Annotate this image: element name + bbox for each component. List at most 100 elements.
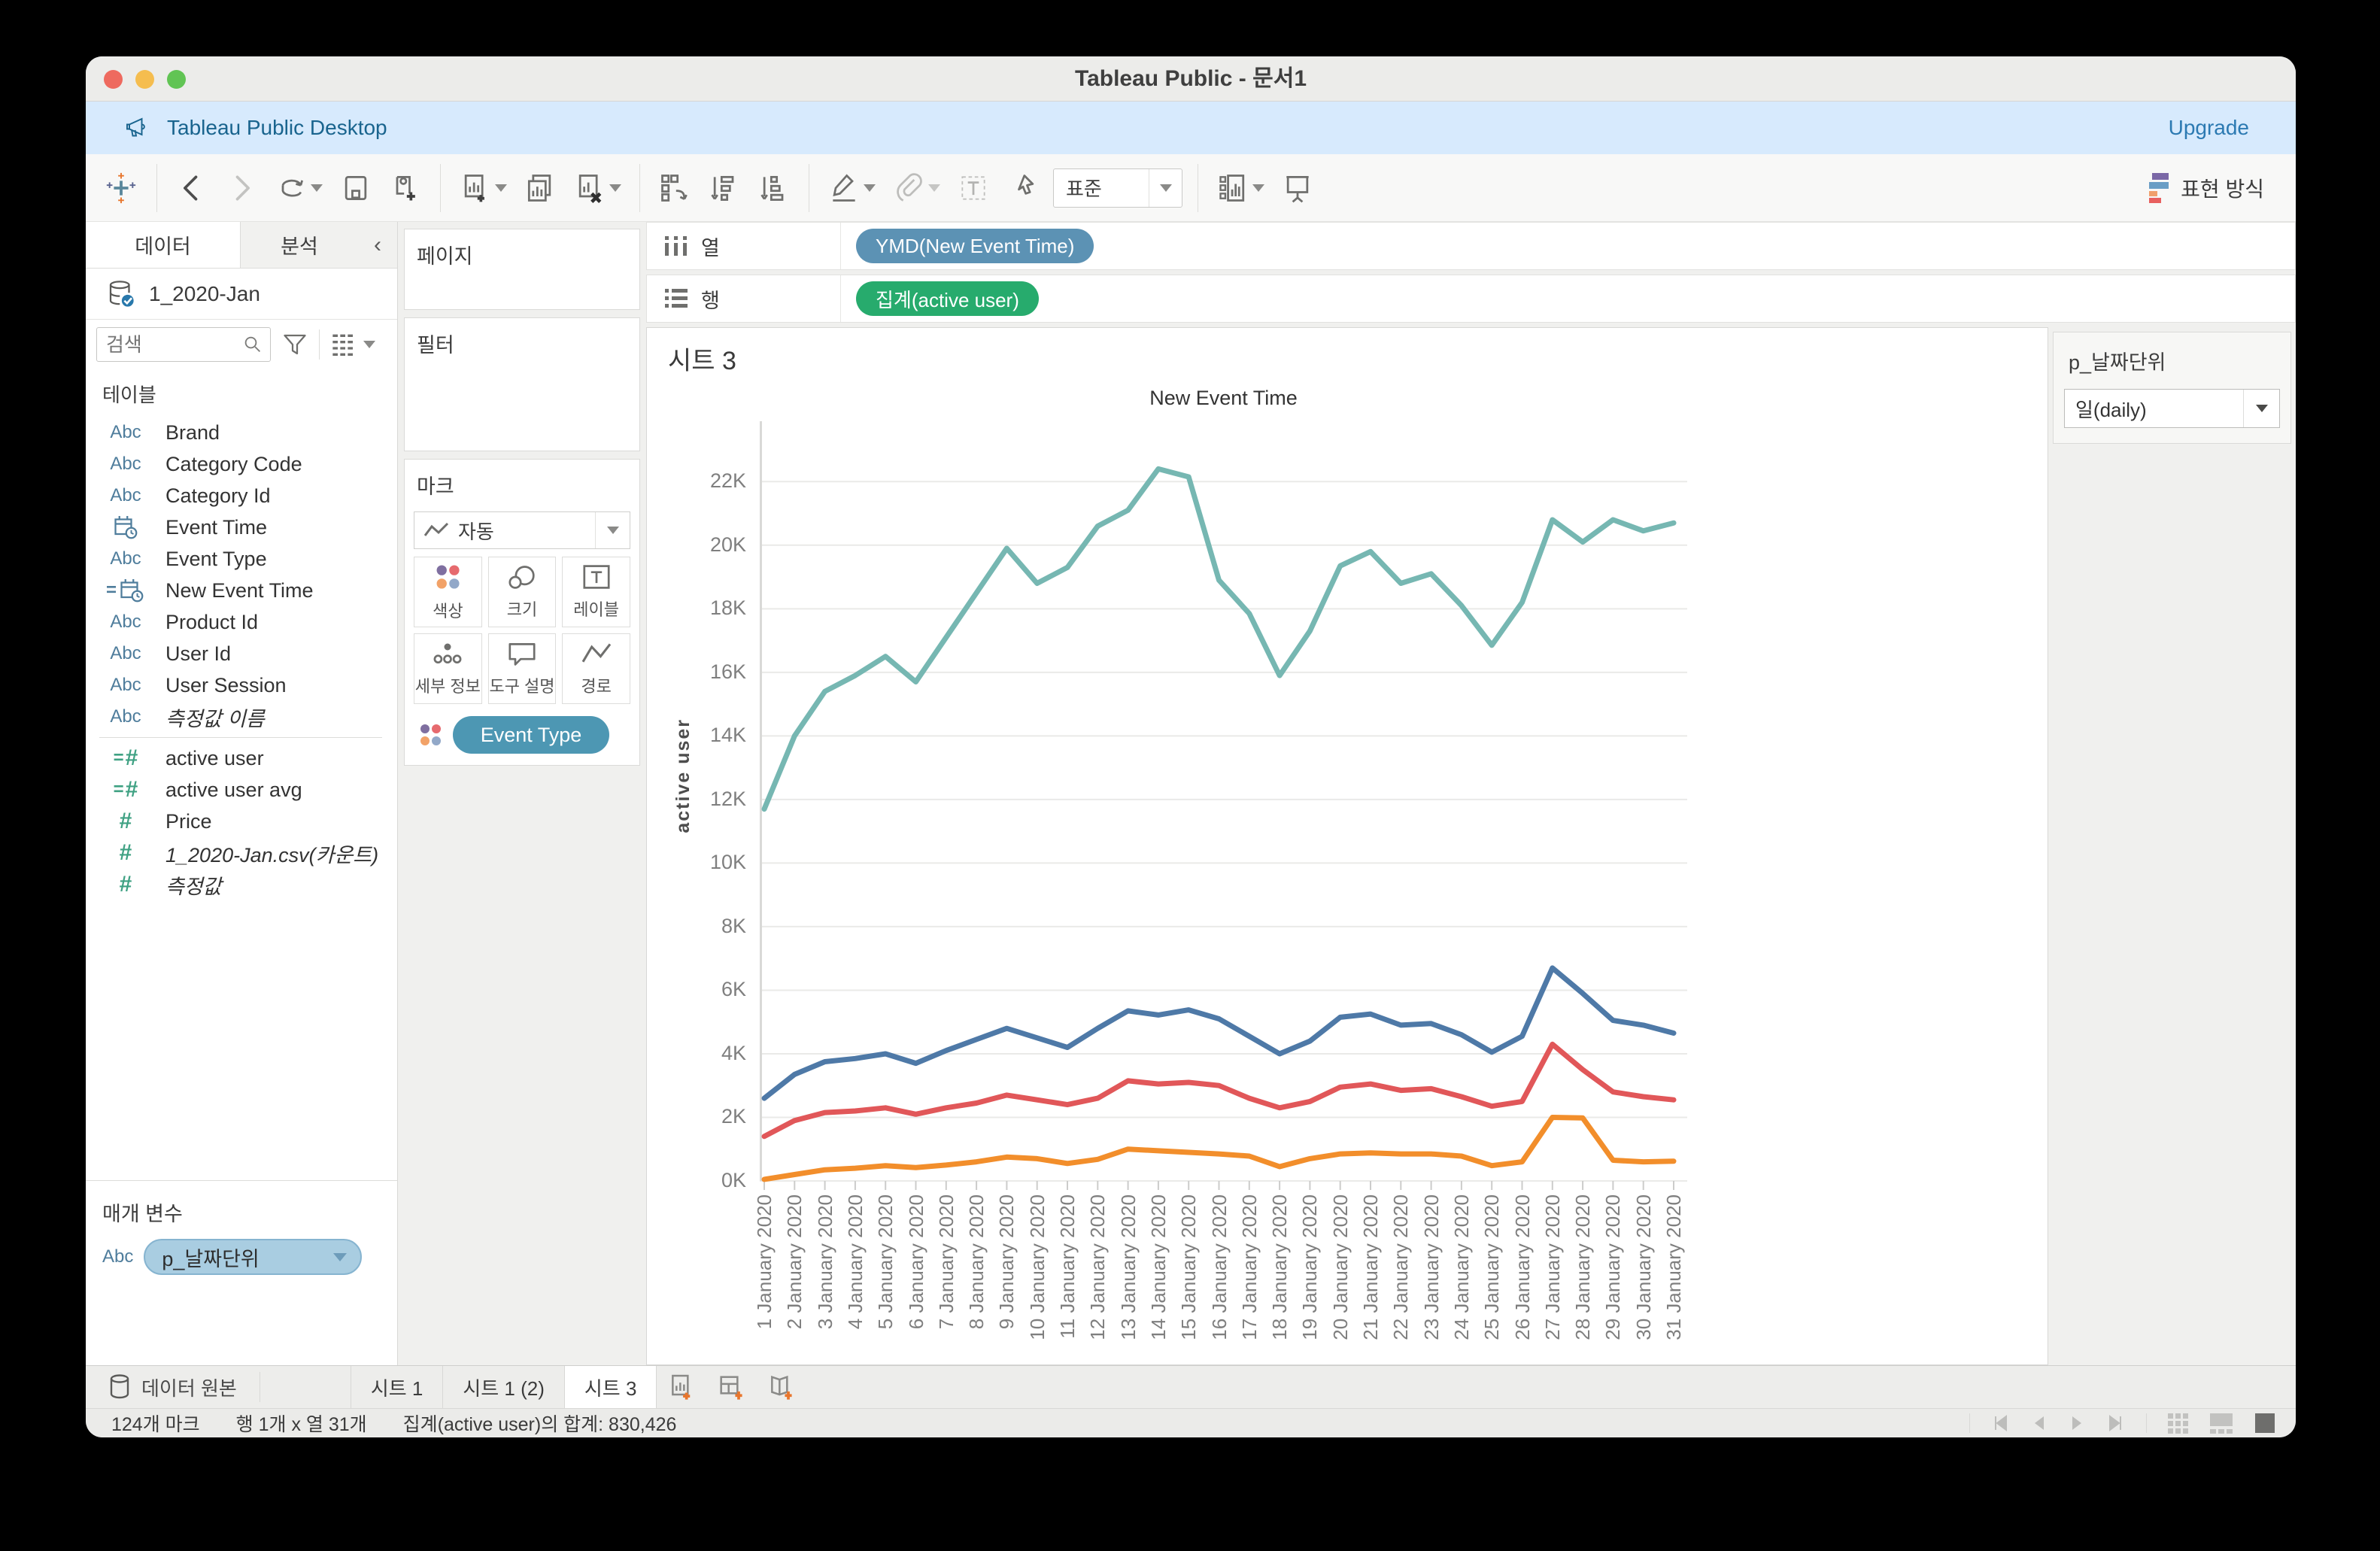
attach-button[interactable] (889, 168, 943, 208)
datasource-item[interactable]: 1_2020-Jan (86, 269, 397, 320)
parameter-pill[interactable]: p_날짜단위 (144, 1239, 363, 1275)
save-button[interactable] (336, 168, 375, 208)
field-item[interactable]: # 측정값 (99, 869, 397, 900)
search-icon (244, 336, 261, 353)
field-item[interactable]: = New Event Time (99, 575, 397, 606)
new-worksheet-caret-icon[interactable] (495, 184, 507, 192)
sort-ascending-button[interactable] (705, 168, 744, 208)
field-item[interactable]: Abc 측정값 이름 (99, 701, 397, 733)
mark-button-label[interactable]: 레이블 (562, 557, 630, 627)
duplicate-sheet-button[interactable] (521, 168, 560, 208)
parameter-dropdown-caret-icon[interactable] (2255, 405, 2268, 412)
new-story-tab-button[interactable] (756, 1366, 806, 1408)
mark-button-label: 색상 (433, 602, 463, 621)
mark-type-caret-icon[interactable] (606, 527, 619, 534)
parameter-value-dropdown[interactable]: 일(daily) (2064, 389, 2280, 428)
mark-type-dropdown[interactable]: 자동 (414, 511, 630, 549)
sheet-tab[interactable]: 시트 1 (350, 1366, 444, 1408)
sheet-tab[interactable]: 시트 3 (564, 1366, 657, 1408)
close-window-button[interactable] (104, 70, 123, 89)
minimize-window-button[interactable] (135, 70, 154, 89)
search-box[interactable] (96, 327, 271, 362)
tab-data[interactable]: 데이터 (86, 222, 240, 268)
mark-button-tooltip[interactable]: 도구 설명 (487, 633, 557, 704)
highlight-caret-icon[interactable] (864, 184, 876, 192)
show-me-panel-toggle[interactable]: 표현 방식 (2146, 172, 2264, 203)
field-item[interactable]: Abc User Session (99, 669, 397, 701)
last-sheet-icon[interactable] (2107, 1413, 2127, 1433)
parameter-pill-caret-icon[interactable] (333, 1252, 348, 1261)
field-item[interactable]: Abc Brand (99, 417, 397, 448)
new-worksheet-tab-button[interactable] (657, 1366, 706, 1408)
upgrade-link[interactable]: Upgrade (2168, 116, 2249, 139)
field-item[interactable]: Event Time (99, 511, 397, 543)
chart-series-orange[interactable] (761, 1115, 1677, 1182)
rows-shelf[interactable]: 행 집계(active user) (646, 275, 2296, 323)
chart-series-teal[interactable] (761, 466, 1677, 812)
show-me-grid-button[interactable] (1213, 168, 1267, 208)
presentation-mode-button[interactable] (1278, 168, 1317, 208)
mark-button-detail[interactable]: 세부 정보 (414, 633, 482, 704)
x-axis-tick-label: 3 January 2020 (813, 1194, 836, 1330)
redo-button[interactable] (222, 168, 261, 208)
fit-dropdown-caret-icon[interactable] (1159, 184, 1172, 192)
worksheet-view[interactable]: 시트 3 New Event Time active user 0K 2K 4K 6K… (646, 327, 2048, 1365)
mark-button-path[interactable]: 경로 (562, 633, 630, 704)
attach-caret-icon[interactable] (928, 184, 940, 192)
chart-series-blue[interactable] (761, 965, 1677, 1101)
undo-button[interactable] (172, 168, 211, 208)
color-legend-pill[interactable]: Event Type (453, 716, 609, 754)
tab-data-source[interactable]: 데이터 원본 (86, 1366, 260, 1408)
sort-descending-button[interactable] (754, 168, 794, 208)
rows-pill[interactable]: 집계(active user) (856, 281, 1039, 316)
maximize-window-button[interactable] (167, 70, 186, 89)
new-data-source-button[interactable] (386, 168, 425, 208)
columns-pill[interactable]: YMD(New Event Time) (856, 229, 1094, 263)
field-label: Category Code (165, 452, 302, 475)
next-sheet-icon[interactable] (2068, 1413, 2087, 1433)
pin-button[interactable] (1003, 168, 1043, 208)
field-item[interactable]: = # active user avg (99, 774, 397, 806)
first-sheet-icon[interactable] (1990, 1413, 2009, 1433)
chart-series-red[interactable] (761, 1041, 1677, 1140)
field-label: Event Type (165, 547, 267, 570)
fit-dropdown[interactable]: 표준 (1053, 168, 1182, 208)
filter-fields-icon[interactable] (278, 328, 311, 361)
new-worksheet-button[interactable] (456, 168, 510, 208)
replay-button[interactable] (272, 168, 326, 208)
new-dashboard-tab-button[interactable] (706, 1366, 756, 1408)
tableau-logo-icon[interactable] (101, 168, 141, 208)
collapse-pane-button[interactable]: ‹ (358, 222, 397, 268)
swap-rows-columns-button[interactable] (655, 168, 694, 208)
text-label-button[interactable] (954, 168, 993, 208)
field-item[interactable]: Abc Category Code (99, 448, 397, 480)
filters-card[interactable]: 필터 (404, 317, 640, 451)
filmstrip-view-icon[interactable] (2208, 1412, 2234, 1434)
field-item[interactable]: = # active user (99, 742, 397, 774)
field-item[interactable]: # Price (99, 806, 397, 837)
x-axis-tick-label: 26 January 2020 (1510, 1194, 1534, 1340)
field-item[interactable]: Abc User Id (99, 638, 397, 669)
view-options-icon[interactable] (327, 329, 378, 360)
show-me-grid-caret-icon[interactable] (1252, 184, 1264, 192)
line-chart-plot[interactable] (760, 421, 1687, 1190)
mark-button-size[interactable]: 크기 (487, 557, 557, 627)
highlight-button[interactable] (824, 168, 879, 208)
search-input[interactable] (97, 332, 241, 357)
field-item[interactable]: Abc Event Type (99, 543, 397, 575)
clear-sheet-caret-icon[interactable] (609, 184, 621, 192)
field-item[interactable]: Abc Category Id (99, 480, 397, 511)
replay-caret-icon[interactable] (311, 184, 323, 192)
columns-shelf[interactable]: 열 YMD(New Event Time) (646, 222, 2296, 270)
previous-sheet-icon[interactable] (2029, 1413, 2048, 1433)
sheet-tab[interactable]: 시트 1 (2) (443, 1366, 565, 1408)
active-sheet-view-icon[interactable] (2254, 1412, 2276, 1434)
mark-button-color[interactable]: 색상 (414, 557, 482, 627)
sheet-sorter-view-icon[interactable] (2166, 1412, 2189, 1434)
tab-analytics[interactable]: 분석 (240, 222, 358, 268)
field-item[interactable]: #1_2020-Jan.csv(카운트) (99, 837, 397, 869)
pages-card[interactable]: 페이지 (404, 229, 640, 310)
field-item[interactable]: Abc Product Id (99, 606, 397, 638)
clear-sheet-button[interactable] (570, 168, 624, 208)
view-options-caret-icon[interactable] (363, 341, 375, 348)
